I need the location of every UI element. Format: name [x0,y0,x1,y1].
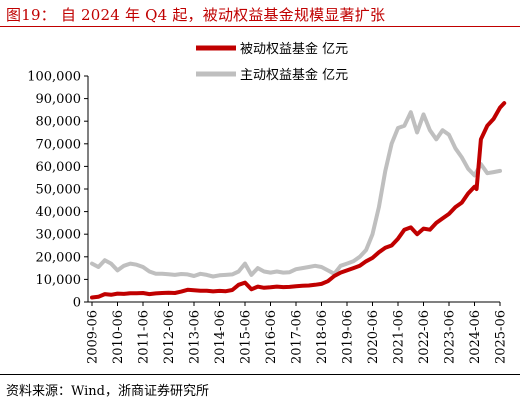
x-axis: 2009-06 2010-06 2011-06 2012-06 2013-06 2014-… [86,301,509,364]
y-tick-label: 10,000 [36,273,82,288]
y-tick-label: 30,000 [36,228,82,243]
x-tick-label: 2013-06 [188,310,203,364]
y-tick-label: 100,000 [27,70,81,85]
figure-title: 图19： 自 2024 年 Q4 起，被动权益基金规模显著扩张 [6,6,386,24]
y-tick-label: 20,000 [36,250,82,265]
legend-label-active: 主动权益基金 亿元 [240,67,348,83]
x-tick-label: 2016-06 [264,310,279,364]
x-tick-label: 2019-06 [341,310,356,364]
x-tick-label: 2012-06 [162,310,177,364]
x-tick-label: 2021-06 [392,310,407,364]
y-tick-label: 0 [73,296,81,311]
x-tick-label: 2011-06 [137,310,152,364]
x-tick-label: 2020-06 [366,310,381,364]
y-tick-label: 70,000 [36,137,82,152]
source-note: 资料来源：Wind，浙商证券研究所 [6,384,209,399]
passive-fund-line [90,101,507,300]
y-tick-label: 40,000 [36,205,82,220]
x-tick-label: 2010-06 [111,310,126,364]
x-tick-label: 2024-06 [468,310,483,364]
x-tick-label: 2025-06 [494,310,509,364]
legend-label-passive: 被动权益基金 亿元 [240,41,348,57]
title-rule [0,26,520,27]
y-tick-label: 60,000 [36,160,82,175]
y-tick-label: 80,000 [36,115,82,130]
x-tick-label: 2015-06 [239,310,254,364]
y-tick-label: 90,000 [36,92,82,107]
active-fund-line [90,110,502,279]
x-tick-label: 2018-06 [315,310,330,364]
line-chart: 0 10,000 20,000 30,000 40,000 50,000 60,000 70,… [27,41,509,364]
x-tick-label: 2017-06 [290,310,305,364]
x-tick-label: 2009-06 [86,310,101,364]
series-layer [90,101,507,300]
y-axis: 0 10,000 20,000 30,000 40,000 50,000 60,000 70,… [27,70,89,311]
x-tick-label: 2014-06 [213,310,228,364]
source-rule [0,374,520,375]
y-tick-label: 50,000 [36,183,82,198]
x-tick-label: 2023-06 [443,310,458,364]
x-tick-label: 2022-06 [417,310,432,364]
